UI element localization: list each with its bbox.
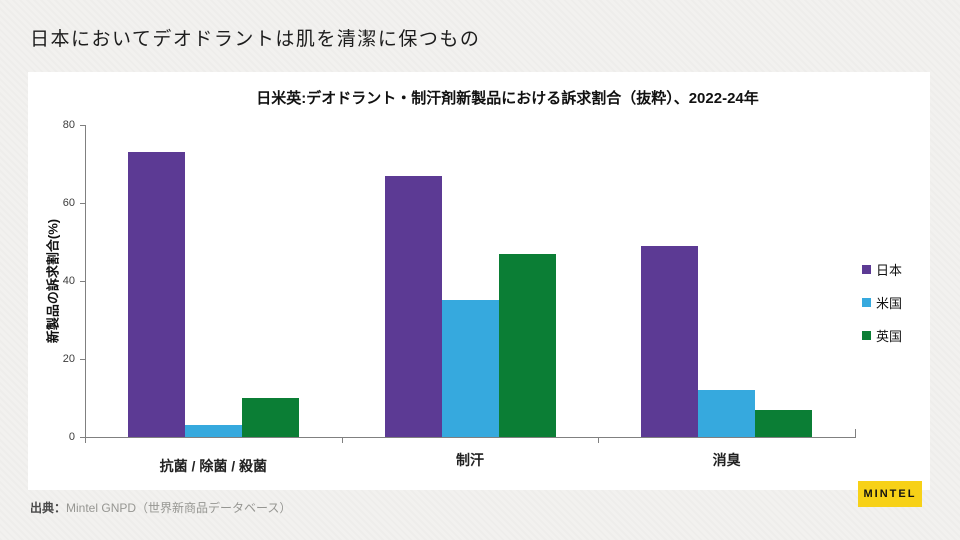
legend-item-1: 米国: [862, 293, 902, 312]
bar-s0-c2: [641, 246, 698, 437]
legend-swatch-0: [862, 265, 871, 274]
bar-s2-c1: [499, 254, 556, 437]
page-title: 日本においてデオドラントは肌を清潔に保つもの: [30, 29, 481, 50]
bar-s0-c0: [128, 152, 185, 437]
source-text: Mintel GNPD（世界新商品データベース）: [66, 501, 292, 515]
bar-s0-c1: [385, 176, 442, 437]
bar-s1-c2: [698, 390, 755, 437]
y-tick-label: 0: [68, 431, 75, 443]
y-tick-mark: [80, 359, 85, 360]
bar-s1-c1: [442, 300, 499, 437]
x-axis-endcap: [855, 429, 856, 437]
chart-legend: 日本 米国 英国: [862, 260, 902, 359]
chart-title: 日米英:デオドラント・制汗剤新製品における訴求割合（抜粋）、2022-24年: [256, 90, 759, 107]
y-tick-label: 40: [62, 275, 75, 287]
mintel-logo-text: MINTEL: [863, 488, 917, 500]
mintel-logo: MINTEL: [858, 481, 922, 507]
legend-item-2: 英国: [862, 326, 902, 345]
x-category-label: 制汗: [456, 452, 484, 468]
bar-s2-c0: [242, 398, 299, 437]
y-tick-mark: [80, 281, 85, 282]
y-tick-mark: [80, 437, 85, 438]
legend-label-2: 英国: [876, 329, 903, 344]
bar-s2-c2: [755, 410, 812, 437]
y-tick-label: 20: [62, 353, 75, 365]
legend-swatch-1: [862, 298, 871, 307]
bar-s1-c0: [185, 425, 242, 437]
x-category-label: 抗菌 / 除菌 / 殺菌: [159, 458, 267, 474]
x-category-label: 消臭: [712, 452, 741, 468]
x-tick-mark: [341, 438, 343, 443]
legend-label-1: 米国: [876, 296, 903, 311]
x-axis-line: [85, 437, 856, 438]
legend-item-0: 日本: [862, 260, 902, 279]
legend-label-0: 日本: [876, 263, 903, 278]
source-line: 出典：Mintel GNPD（世界新商品データベース）: [30, 499, 291, 516]
y-tick-label: 80: [62, 119, 75, 131]
legend-swatch-2: [862, 331, 871, 340]
x-tick-mark: [85, 438, 86, 443]
y-tick-label: 60: [62, 197, 75, 209]
x-tick-mark: [598, 438, 600, 443]
y-axis-line: [85, 125, 86, 438]
y-tick-mark: [80, 203, 85, 204]
y-tick-mark: [80, 125, 85, 126]
source-prefix: 出典：: [30, 501, 67, 515]
